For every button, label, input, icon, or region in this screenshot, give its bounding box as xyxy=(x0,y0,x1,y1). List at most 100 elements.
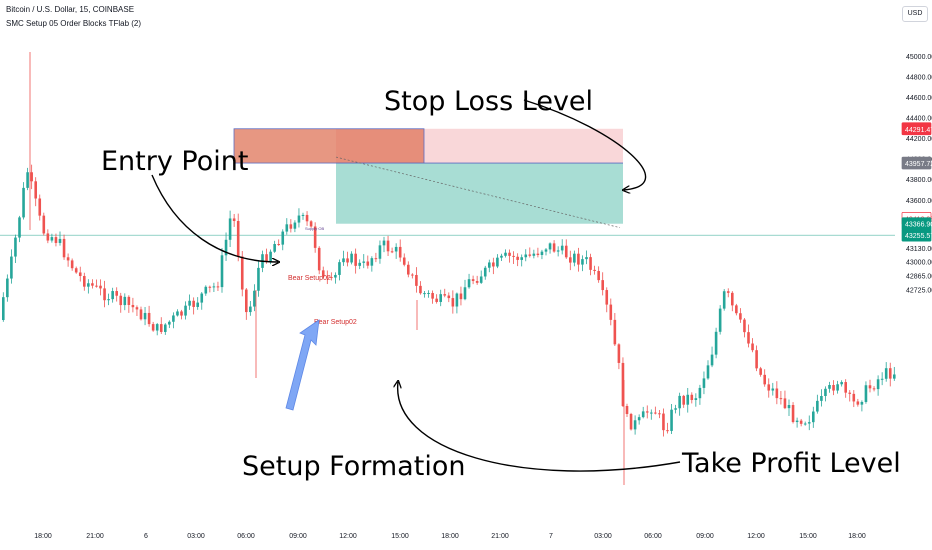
candle-body xyxy=(180,311,183,316)
candle xyxy=(783,390,787,410)
candle-body xyxy=(212,286,216,288)
candle xyxy=(297,208,301,228)
x-tick-label: 15:00 xyxy=(799,533,817,540)
candle xyxy=(609,298,613,326)
candle-body xyxy=(289,224,293,229)
candle xyxy=(228,210,232,248)
supply-order-block[interactable] xyxy=(233,128,425,164)
candle xyxy=(411,273,414,279)
candle-body xyxy=(30,172,33,182)
candle xyxy=(504,249,507,258)
candle-body xyxy=(362,261,366,263)
candle xyxy=(816,394,819,414)
candle xyxy=(431,290,434,304)
candle xyxy=(698,384,702,405)
candle-body xyxy=(70,260,74,269)
candle-body xyxy=(439,294,442,302)
x-tick-label: 21:00 xyxy=(491,533,509,540)
price-badge[interactable] xyxy=(901,228,932,242)
y-tick-label: 44600.00 xyxy=(906,95,932,102)
candle-body xyxy=(119,295,123,306)
candle-body xyxy=(208,286,212,288)
candle xyxy=(54,233,58,247)
candle xyxy=(548,242,552,254)
candle xyxy=(581,255,584,272)
candle xyxy=(398,239,402,262)
candle-body xyxy=(613,319,617,345)
candle-body xyxy=(374,258,378,260)
candle-body xyxy=(564,245,568,258)
candle-body xyxy=(617,344,621,363)
candle-body xyxy=(309,221,313,227)
candle xyxy=(232,213,236,227)
candle-body xyxy=(350,253,353,263)
candle xyxy=(374,252,378,263)
candle xyxy=(131,297,135,313)
candle xyxy=(394,243,398,259)
candle xyxy=(346,251,349,267)
candle-body xyxy=(10,256,13,279)
candle-body xyxy=(556,250,560,252)
candle-body xyxy=(650,412,653,414)
price-badge[interactable] xyxy=(901,156,932,170)
candle-body xyxy=(204,286,208,294)
candle-body xyxy=(14,237,17,257)
candle-body xyxy=(317,247,321,271)
price-badge[interactable] xyxy=(901,122,932,136)
candle xyxy=(617,343,621,370)
candle-body xyxy=(358,262,361,266)
candle-body xyxy=(192,300,195,307)
candle-body xyxy=(702,378,706,388)
candle-body xyxy=(840,382,843,385)
take-profit-zone[interactable] xyxy=(336,163,623,224)
candle xyxy=(690,392,694,404)
candle xyxy=(552,240,556,253)
candle-body xyxy=(467,279,471,288)
candle xyxy=(123,293,127,311)
candle-body xyxy=(751,343,754,351)
candle-body xyxy=(621,362,625,406)
candle xyxy=(62,234,66,260)
candle xyxy=(848,390,852,402)
candle-body xyxy=(435,298,438,302)
candle xyxy=(812,406,815,428)
candle-body xyxy=(451,298,455,307)
candle-body xyxy=(46,233,50,241)
candle-body xyxy=(694,398,698,401)
setup-arrow xyxy=(285,319,320,411)
candle-body xyxy=(143,312,147,320)
candle xyxy=(236,213,240,262)
take-profit-arrow xyxy=(398,382,681,472)
candle-body xyxy=(532,253,536,256)
candle xyxy=(370,256,374,272)
candle-body xyxy=(581,259,584,265)
candle-body xyxy=(645,411,649,413)
x-tick-label: 06:00 xyxy=(644,533,662,540)
candle-body xyxy=(686,394,690,405)
candle xyxy=(220,248,224,293)
candle-body xyxy=(22,187,25,218)
candle-body xyxy=(860,401,864,405)
candle xyxy=(66,253,70,267)
candle-body xyxy=(540,251,544,255)
indicator-title[interactable]: SMC Setup 05 Order Blocks TFlab (2) xyxy=(6,19,142,28)
candle xyxy=(350,251,353,265)
candle-body xyxy=(155,324,159,331)
candle-body xyxy=(342,258,345,263)
candle-body xyxy=(824,388,827,397)
candle xyxy=(625,403,629,418)
candle-body xyxy=(87,283,90,287)
candle xyxy=(192,297,195,315)
candle xyxy=(443,288,447,298)
candle xyxy=(820,389,823,407)
bear-setup-label: Bear Setup02 xyxy=(288,275,331,282)
candle-body xyxy=(390,251,394,253)
currency-badge[interactable]: USD xyxy=(902,6,928,22)
candle xyxy=(313,222,317,253)
candle-body xyxy=(755,350,758,369)
price-badge-label: 43255.57 xyxy=(905,233,932,240)
candle xyxy=(718,305,722,335)
candle xyxy=(321,266,325,278)
candle xyxy=(407,261,410,278)
